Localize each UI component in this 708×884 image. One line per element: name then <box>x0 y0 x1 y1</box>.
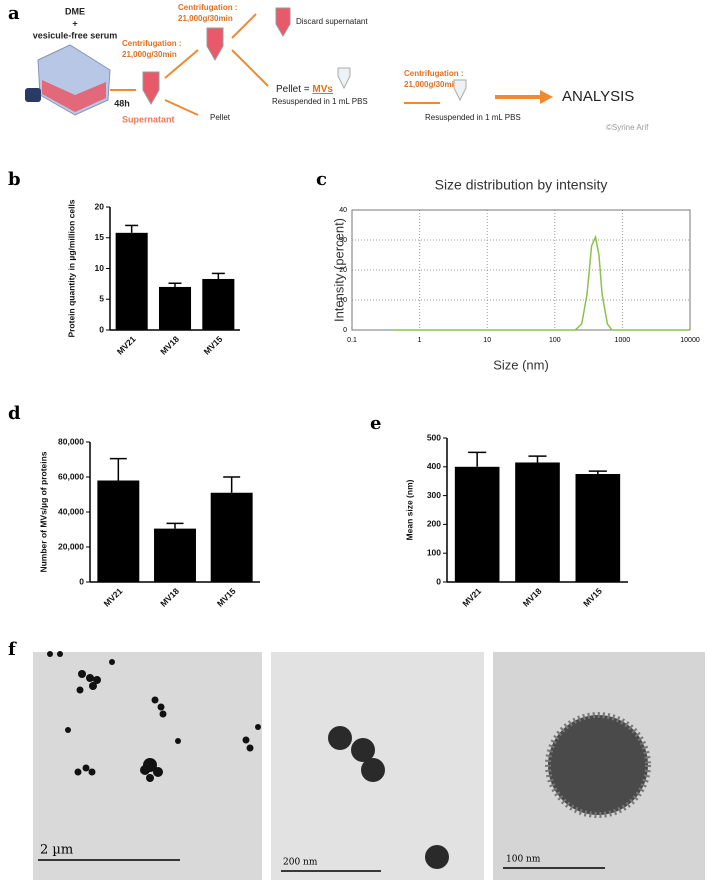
label: vesicule-free serum <box>33 30 118 40</box>
label: DME <box>65 6 85 16</box>
scale-label: 200 nm <box>283 858 318 868</box>
x-tick-label: 10000 <box>680 337 700 344</box>
workflow-diagram: DME + vesicule-free serum 48h Centrifuga… <box>25 3 649 132</box>
arrow <box>231 13 257 39</box>
series-line <box>392 234 690 331</box>
scale-label: 2 µm <box>40 843 73 858</box>
tube <box>206 27 224 62</box>
y-tick-label: 10 <box>339 297 347 304</box>
particles <box>47 651 261 782</box>
y-tick-label: 10 <box>95 263 105 273</box>
y-tick-label: 40 <box>339 207 347 214</box>
particle <box>545 712 651 818</box>
bar <box>154 528 196 582</box>
bar <box>202 278 235 330</box>
bar <box>158 286 192 330</box>
bar <box>115 232 148 330</box>
y-tick-label: 100 <box>427 547 441 557</box>
y-axis-label: Mean size (nm) <box>404 479 414 540</box>
y-axis-label: Number of MVs/µg of proteins <box>38 451 48 572</box>
arrow-head <box>540 90 553 104</box>
chart-title: Size distribution by intensity <box>435 177 608 193</box>
label: ANALYSIS <box>562 88 634 105</box>
y-tick-label: 400 <box>427 461 441 471</box>
label: Pellet = <box>276 84 310 95</box>
y-axis-label: Protein quantity in µg/million cells <box>66 199 76 337</box>
label: MVs <box>312 84 333 95</box>
tube <box>337 67 351 90</box>
label: Resuspended in 1 mL PBS <box>425 113 521 122</box>
label: Supernatant <box>122 114 175 124</box>
y-tick-label: 5 <box>99 294 104 304</box>
panel-label: a <box>8 3 20 24</box>
y-tick-label: 30 <box>339 237 347 244</box>
particles <box>328 726 449 869</box>
tube <box>453 79 467 102</box>
label: Pellet = MVs <box>276 84 333 95</box>
x-tick-label: 1000 <box>615 337 631 344</box>
label: Centrifugation : <box>404 69 464 78</box>
bar <box>210 492 253 582</box>
label: 48h <box>114 98 130 108</box>
label: 21,000g/30min <box>404 80 459 89</box>
y-tick-label: 20 <box>339 267 347 274</box>
y-tick-label: 20,000 <box>58 541 84 551</box>
micrographs: 2 µm 200 nm 100 nm <box>33 651 705 880</box>
bar <box>97 480 140 582</box>
label: Centrifugation : <box>122 39 182 48</box>
tube <box>142 71 160 106</box>
label: Resuspended in 1 mL PBS <box>272 97 368 106</box>
flask <box>25 44 111 116</box>
panel-label: e <box>370 413 381 434</box>
y-tick-label: 15 <box>95 232 105 242</box>
credit: ©Syrine Arif <box>606 123 649 132</box>
x-tick-label: 1 <box>418 337 422 344</box>
label: Discard supernatant <box>296 17 368 26</box>
x-axis-label: Size (nm) <box>493 357 549 372</box>
tube <box>275 7 291 37</box>
y-tick-label: 60,000 <box>58 471 84 481</box>
y-tick-label: 500 <box>427 432 441 442</box>
x-tick-label: 0.1 <box>347 337 357 344</box>
y-tick-label: 300 <box>427 490 441 500</box>
y-tick-label: 80,000 <box>58 436 84 446</box>
bar <box>575 474 621 582</box>
label: Centrifugation : <box>178 3 238 12</box>
panel-label: d <box>8 403 21 424</box>
scale-label: 100 nm <box>506 855 541 865</box>
arrow <box>164 49 199 79</box>
label: Pellet <box>210 113 231 122</box>
y-tick-label: 200 <box>427 519 441 529</box>
y-tick-label: 0 <box>436 576 441 586</box>
label: + <box>72 18 77 28</box>
bar <box>515 462 560 582</box>
y-tick-label: 0 <box>343 327 347 334</box>
x-tick-label: 10 <box>483 337 491 344</box>
arrow <box>164 99 199 116</box>
y-tick-label: 40,000 <box>58 506 84 516</box>
label: 21,000g/30min <box>122 50 177 59</box>
arrow <box>231 49 269 87</box>
panel-label: c <box>316 169 327 190</box>
y-tick-label: 0 <box>99 324 104 334</box>
x-tick-label: 100 <box>549 337 561 344</box>
panel-label: f <box>8 639 17 660</box>
label: 21,000g/30min <box>178 14 233 23</box>
panel-label: b <box>8 169 21 190</box>
bar <box>454 466 500 582</box>
y-tick-label: 20 <box>95 201 105 211</box>
y-axis-label: Intensity (percent) <box>331 218 346 322</box>
y-tick-label: 0 <box>79 576 84 586</box>
